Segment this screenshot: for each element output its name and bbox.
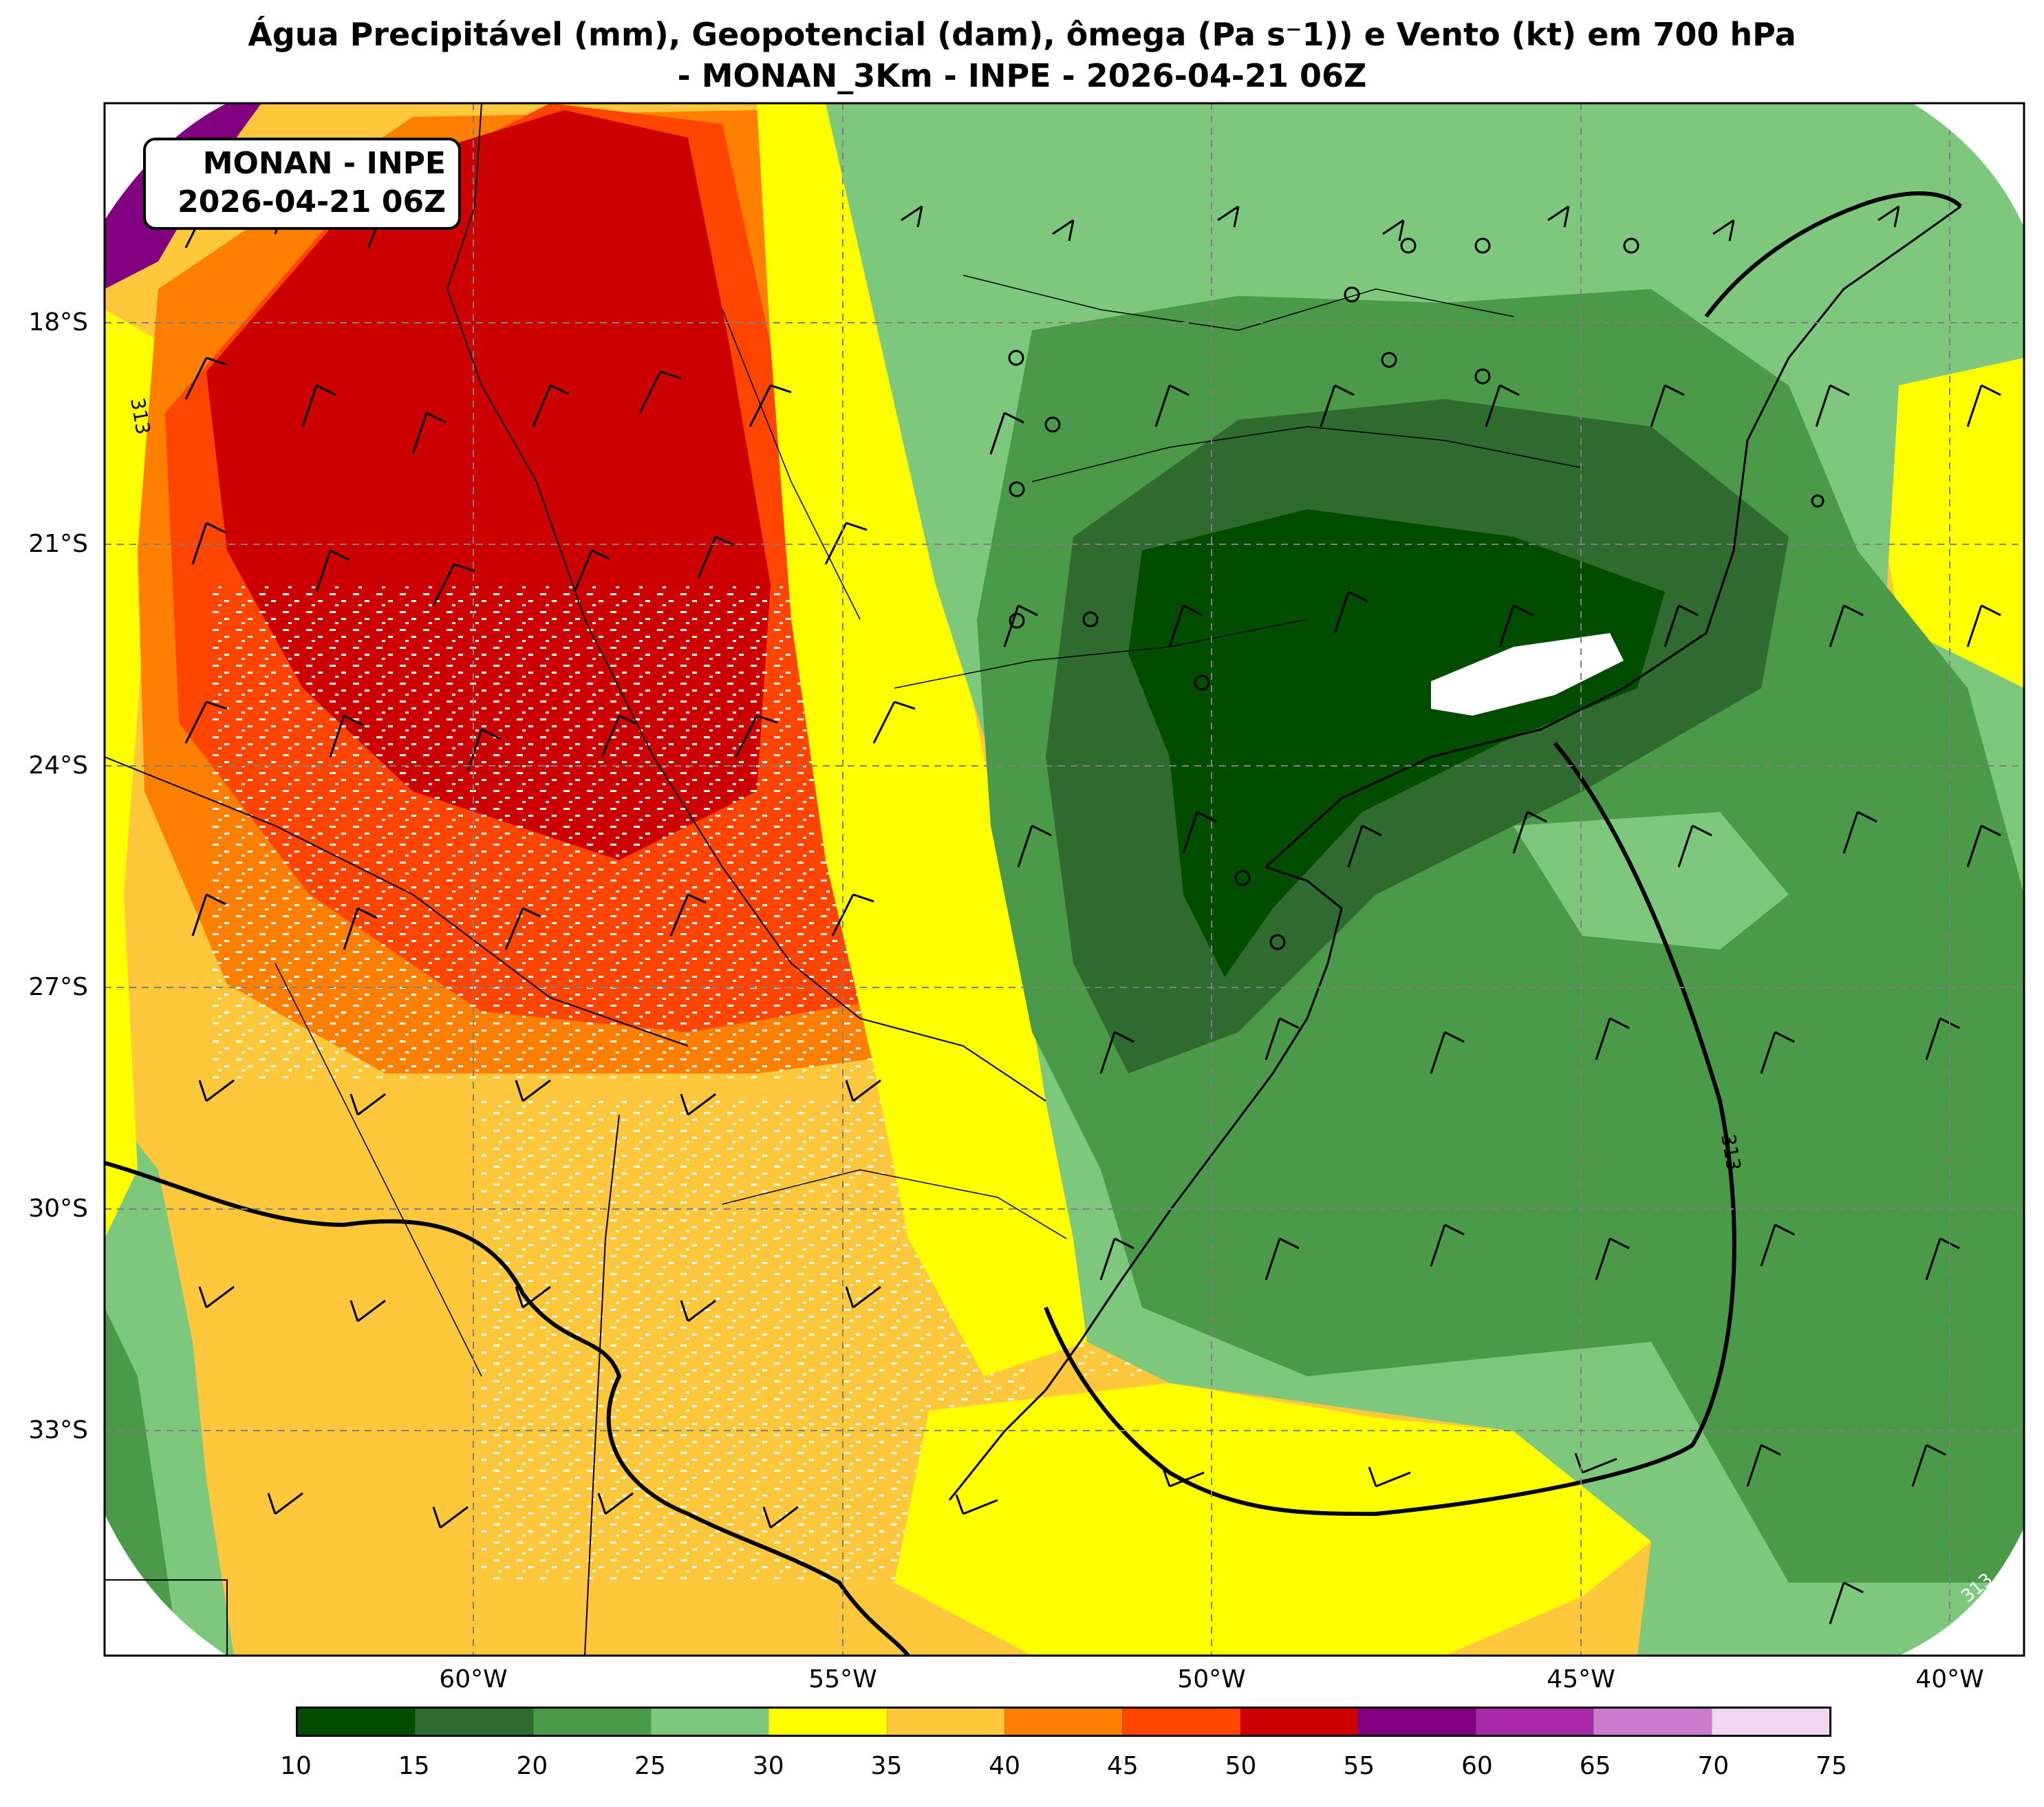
- field-yellow-center: [757, 103, 1087, 1376]
- lat-label: 30°S: [28, 1195, 88, 1223]
- field-yellow-south: [894, 1383, 1651, 1656]
- colorbar-tick-label: 50: [1225, 1752, 1257, 1780]
- colorbar-tick-label: 15: [398, 1752, 430, 1780]
- colorbar-segment: [650, 1709, 769, 1735]
- colorbar-segment: [768, 1709, 887, 1735]
- geopotential-contour-313: [105, 1161, 910, 1656]
- model-stamp: MONAN - INPE 2026-04-21 06Z: [143, 138, 461, 230]
- colorbar-segment: [1476, 1709, 1594, 1735]
- lon-label: 55°W: [808, 1665, 877, 1693]
- calm-wind-markers: [1008, 237, 1825, 950]
- lon-label: 60°W: [439, 1665, 508, 1693]
- colorbar-segment: [886, 1709, 1004, 1735]
- colorbar-tick-label: 35: [870, 1752, 903, 1780]
- title-line-1: Água Precipitável (mm), Geopotencial (da…: [248, 16, 1796, 53]
- projection-corner-se: [1899, 1528, 2024, 1656]
- colorbar-segment: [532, 1709, 651, 1735]
- colorbar-segment: [1357, 1709, 1476, 1735]
- colorbar-segment: [1122, 1709, 1240, 1735]
- colorbar-segment: [1240, 1709, 1358, 1735]
- colorbar-tick-label: 60: [1461, 1752, 1493, 1780]
- plot-frame: [103, 102, 2025, 1657]
- field-white-patch: [1431, 633, 1624, 716]
- lat-label: 24°S: [28, 751, 88, 780]
- lon-label: 45°W: [1547, 1665, 1615, 1693]
- colorbar-tick-label: 40: [989, 1752, 1021, 1780]
- field-green-se-speck: [1514, 812, 1789, 950]
- stamp-line-1: MONAN - INPE: [202, 146, 446, 181]
- lat-label: 27°S: [28, 973, 88, 1001]
- geopotential-contour-313-east: [1044, 742, 1736, 1517]
- colorbar-segment: [1593, 1709, 1712, 1735]
- projection-corner-ne: [1913, 103, 2024, 227]
- lon-label: 40°W: [1915, 1665, 1984, 1693]
- colorbar-tick-label: 25: [634, 1752, 666, 1780]
- field-deepgreen-core: [1128, 509, 1665, 977]
- geopotential-contour-313-ne: [1704, 191, 1963, 318]
- projection-corner-sw: [105, 1514, 227, 1656]
- lat-label: 33°S: [28, 1416, 88, 1444]
- colorbar-segment: [415, 1709, 533, 1735]
- colorbar: [296, 1707, 1831, 1737]
- graticule: [105, 103, 2024, 1656]
- projection-corner-nw: [105, 103, 227, 220]
- colorbar-tick-label: 55: [1343, 1752, 1375, 1780]
- colorbar-tick-label: 20: [516, 1752, 548, 1780]
- coastline-and-borders: [105, 103, 1961, 1656]
- title-line-2: - MONAN_3Km - INPE - 2026-04-21 06Z: [677, 57, 1367, 94]
- wind-barbs: [184, 191, 2001, 1625]
- stamp-line-2: 2026-04-21 06Z: [177, 184, 446, 220]
- colorbar-tick-label: 45: [1106, 1752, 1139, 1780]
- colorbar-segment: [298, 1709, 416, 1735]
- colorbar-tick-label: 70: [1697, 1752, 1730, 1780]
- colorbar-segment: [1711, 1709, 1830, 1735]
- inset-box-sw: [105, 1579, 228, 1656]
- colorbar-tick-label: 30: [752, 1752, 784, 1780]
- colorbar-tick-label: 65: [1579, 1752, 1611, 1780]
- colorbar-tick-label: 75: [1816, 1752, 1847, 1780]
- colorbar-tick-label: 10: [280, 1752, 312, 1780]
- lat-label: 21°S: [28, 530, 88, 558]
- map-title: Água Precipitável (mm), Geopotencial (da…: [0, 14, 2044, 96]
- colorbar-segment: [1004, 1709, 1123, 1735]
- lon-label: 50°W: [1177, 1665, 1246, 1693]
- lat-label: 18°S: [28, 308, 88, 336]
